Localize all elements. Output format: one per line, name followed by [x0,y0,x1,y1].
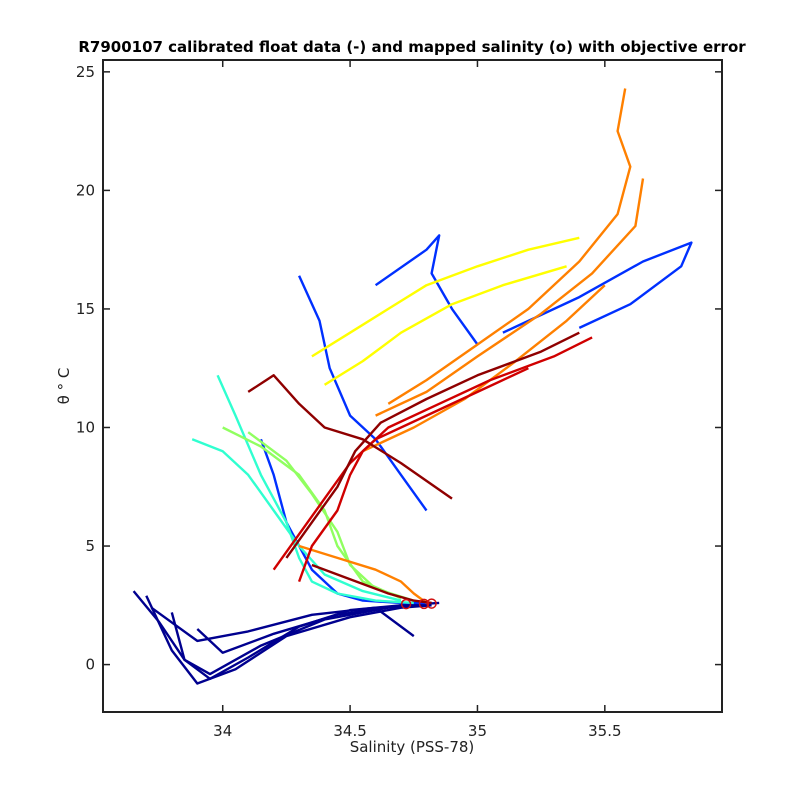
y-tick-label: 15 [76,300,95,318]
mapped-salinity-marker [426,598,437,609]
axis-ticks: 34 34.5 35 35.5 0 5 10 15 20 25 [76,60,722,740]
y-tick-label: 10 [76,418,95,436]
profile-line-14 [311,236,580,358]
y-axis-label: θ ° C [55,368,73,405]
profile-line-17 [375,178,645,417]
profile-line-10 [216,374,414,605]
y-tick-label: 0 [85,656,95,674]
y-tick-label: 25 [76,63,95,81]
profile-line-12 [222,426,402,600]
y-tick-label: 5 [85,537,95,555]
profile-line-23 [247,374,453,500]
profile-line-8 [374,234,479,346]
profile-line-21 [272,367,529,571]
profile-line-16 [387,88,632,405]
plot-frame [102,59,723,713]
profile-line-22 [285,331,580,559]
chart-title: R7900107 calibrated float data (-) and m… [78,38,746,56]
y-tick-label: 20 [76,181,95,199]
profile-line-9 [502,241,693,334]
x-tick-label: 35 [468,722,487,740]
x-tick-label: 34.5 [333,722,366,740]
series-layer [132,88,693,685]
profile-line-15 [323,265,567,386]
mapped-salinity-markers [400,598,437,610]
profile-line-4 [196,601,432,654]
profile-line-7 [298,275,428,512]
x-tick-label: 35.5 [588,722,621,740]
profile-line-2 [145,595,432,685]
profile-line-11 [191,438,402,602]
profile-line-19 [362,284,606,453]
profile-line-18 [298,544,428,604]
x-tick-label: 34 [213,722,232,740]
mapped-salinity-marker [418,598,430,610]
mapped-salinity-marker [400,598,412,610]
profile-line-5 [150,606,415,643]
x-axis-label: Salinity (PSS-78) [350,738,475,756]
